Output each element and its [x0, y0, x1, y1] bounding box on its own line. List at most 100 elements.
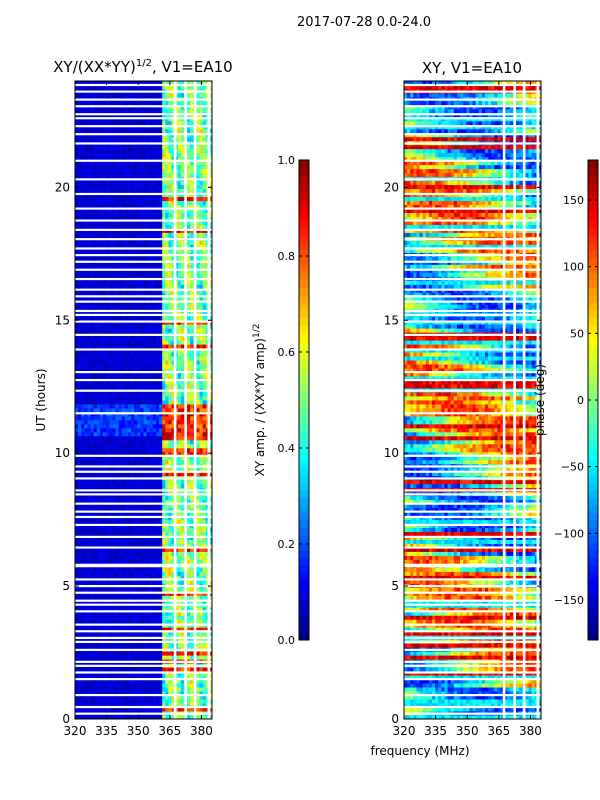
heatmap-cell [109, 687, 113, 692]
heatmap-cell [159, 372, 163, 377]
heatmap-cell [143, 555, 148, 560]
heatmap-cell [115, 703, 119, 708]
heatmap-cell [177, 419, 182, 425]
heatmap-cell [143, 368, 148, 373]
heatmap-cell [121, 284, 126, 289]
heatmap-cell [180, 587, 185, 592]
heatmap-cell [143, 679, 148, 684]
heatmap-cell [96, 699, 101, 704]
heatmap-cell [87, 376, 91, 381]
heatmap-cell [137, 655, 141, 660]
heatmap-cell [106, 403, 110, 409]
heatmap-cell [205, 619, 210, 624]
heatmap-cell [146, 280, 151, 285]
heatmap-cell [199, 455, 204, 461]
heatmap-cell [180, 360, 185, 365]
heatmap-cell [90, 403, 95, 409]
heatmap-cell [162, 284, 166, 289]
heatmap-cell [78, 503, 82, 509]
heatmap-cell [146, 380, 151, 385]
heatmap-cell [146, 376, 151, 381]
heatmap-cell [106, 364, 110, 369]
heatmap-cell [115, 455, 119, 461]
heatmap-cell [103, 439, 107, 445]
heatmap-cell [205, 495, 210, 501]
heatmap-cell [208, 419, 213, 425]
heatmap-cell [168, 400, 172, 405]
heatmap-cell [146, 443, 151, 449]
heatmap-cell [171, 296, 176, 301]
heatmap-cell [134, 519, 138, 525]
heatmap-cell [115, 507, 119, 513]
heatmap-cell [99, 707, 104, 712]
heatmap-cell [140, 519, 144, 525]
heatmap-cell [127, 376, 132, 381]
heatmap-cell [81, 415, 85, 421]
heatmap-cell [199, 559, 204, 564]
heatmap-cell [84, 655, 88, 660]
heatmap-cell [149, 439, 154, 445]
heatmap-cell [168, 471, 172, 477]
heatmap-cell [99, 527, 104, 532]
heatmap-cell [205, 655, 210, 660]
heatmap-cell [152, 304, 157, 309]
heatmap-cell [106, 511, 110, 517]
heatmap-cell [146, 407, 151, 413]
heatmap-cell [81, 651, 85, 656]
heatmap-cell [180, 683, 185, 688]
heatmap-cell [103, 683, 107, 688]
heatmap-cell [140, 455, 144, 461]
heatmap-cell [202, 324, 207, 329]
heatmap-cell [131, 435, 135, 441]
heatmap-cell [190, 651, 194, 656]
heatmap-cell [103, 296, 107, 301]
heatmap-cell [199, 615, 204, 620]
heatmap-cell [168, 575, 172, 580]
heatmap-cell [112, 392, 116, 397]
heatmap-cell [127, 691, 132, 696]
heatmap-cell [177, 675, 182, 680]
heatmap-cell [124, 471, 129, 477]
heatmap-cell [127, 447, 132, 453]
heatmap-cell [168, 567, 172, 572]
heatmap-cell [93, 284, 98, 289]
heatmap-cell [168, 344, 172, 349]
heatmap-cell [168, 324, 172, 329]
heatmap-cell [99, 607, 104, 612]
heatmap-cell [149, 511, 154, 517]
heatmap-cell [202, 419, 207, 425]
heatmap-cell [93, 459, 98, 465]
heatmap-cell [177, 447, 182, 453]
heatmap-cell [118, 539, 123, 544]
heatmap-cell [81, 316, 85, 321]
heatmap-cell [75, 423, 79, 429]
heatmap-cell [199, 651, 204, 656]
heatmap-cell [159, 531, 163, 536]
heatmap-cell [146, 356, 151, 361]
heatmap-cell [140, 304, 144, 309]
heatmap-cell [137, 503, 141, 509]
heatmap-cell [81, 364, 85, 369]
heatmap-cell [75, 567, 79, 572]
heatmap-cell [112, 715, 116, 720]
heatmap-cell [137, 699, 141, 704]
heatmap-cell [190, 687, 194, 692]
heatmap-cell [115, 407, 119, 413]
heatmap-cell [106, 396, 110, 401]
heatmap-cell [146, 551, 151, 556]
heatmap-cell [199, 336, 204, 341]
heatmap-cell [109, 579, 113, 584]
heatmap-cell [90, 611, 95, 616]
heatmap-cell [208, 655, 213, 660]
heatmap-cell [171, 631, 176, 636]
heatmap-cell [140, 400, 144, 405]
heatmap-cell [187, 455, 191, 461]
heatmap-cell [96, 611, 101, 616]
heatmap-cell [115, 344, 119, 349]
heatmap-cell [81, 643, 85, 648]
heatmap-cell [171, 611, 176, 616]
heatmap-cell [112, 575, 116, 580]
heatmap-cell [131, 619, 135, 624]
heatmap-cell [124, 607, 129, 612]
heatmap-cell [137, 543, 141, 548]
